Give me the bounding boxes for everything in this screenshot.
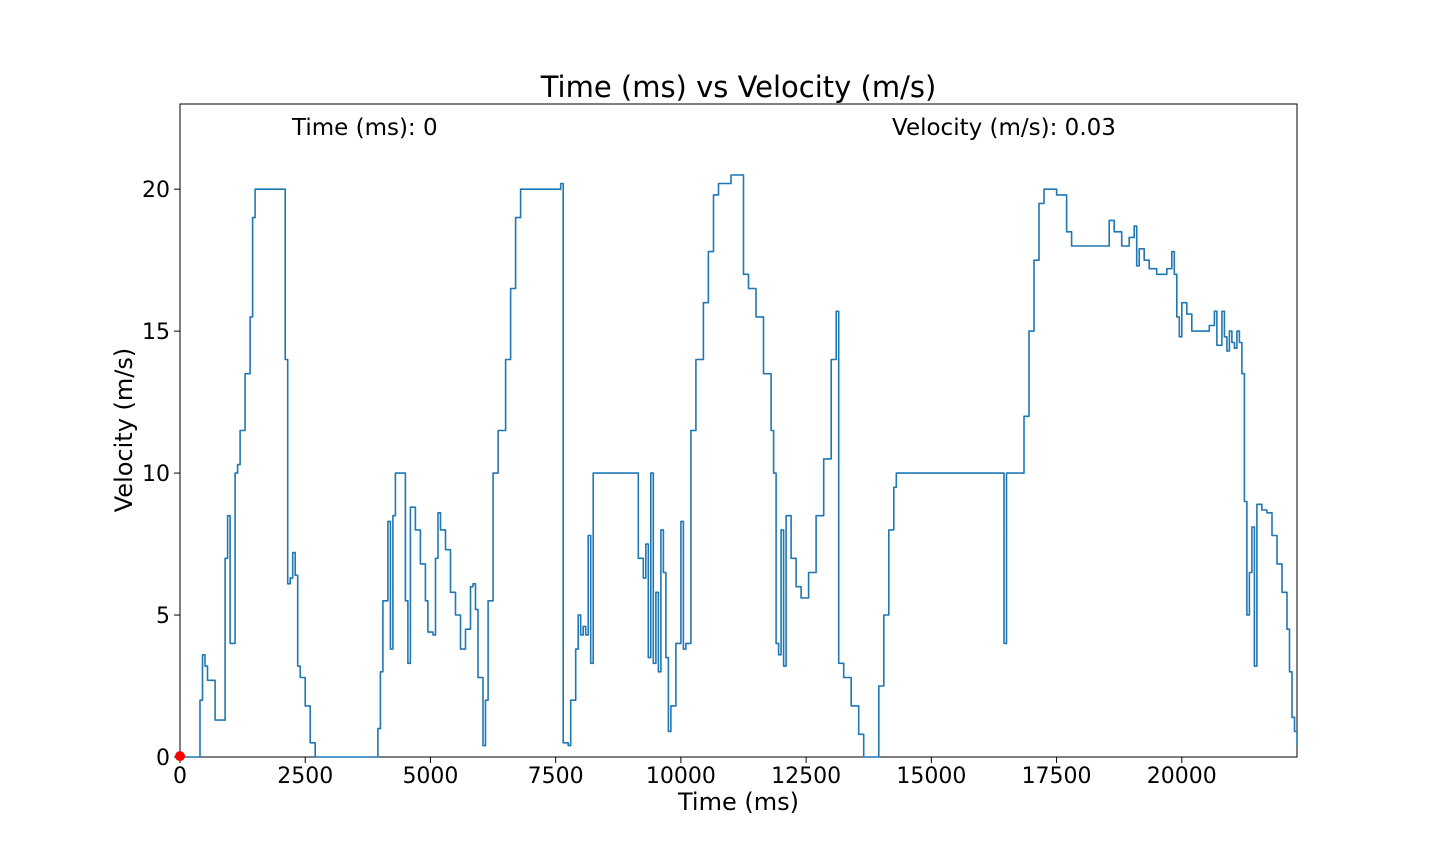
x-tick-label: 17500 [1022,764,1092,789]
y-tick-label: 0 [156,746,170,771]
y-tick-label: 20 [142,178,170,203]
x-axis: 0 2500 5000 7500 10000 12500 15000 17500 20000 [173,757,1217,789]
y-axis: 0 5 10 15 20 [142,178,180,771]
x-axis-title: Time (ms) [677,788,799,816]
velocity-readout: Velocity (m/s): 0.03 [892,115,1116,141]
y-tick-label: 15 [142,320,170,345]
time-readout: Time (ms): 0 [291,115,438,141]
x-tick-label: 12500 [771,764,841,789]
y-tick-label: 10 [142,462,170,487]
y-axis-title: Velocity (m/s) [110,348,138,512]
x-tick-label: 15000 [896,764,966,789]
plot-area [179,103,1298,758]
x-tick-label: 10000 [646,764,716,789]
x-tick-label: 2500 [277,764,333,789]
x-tick-label: 0 [173,764,187,789]
x-tick-label: 5000 [402,764,458,789]
x-tick-label: 7500 [528,764,584,789]
chart-title: Time (ms) vs Velocity (m/s) [540,70,937,104]
x-tick-label: 20000 [1147,764,1217,789]
y-tick-label: 5 [156,604,170,629]
series-layer [180,174,1298,758]
marker-layer [175,751,185,762]
velocity-series-line [180,174,1298,758]
current-position-marker [175,751,185,762]
